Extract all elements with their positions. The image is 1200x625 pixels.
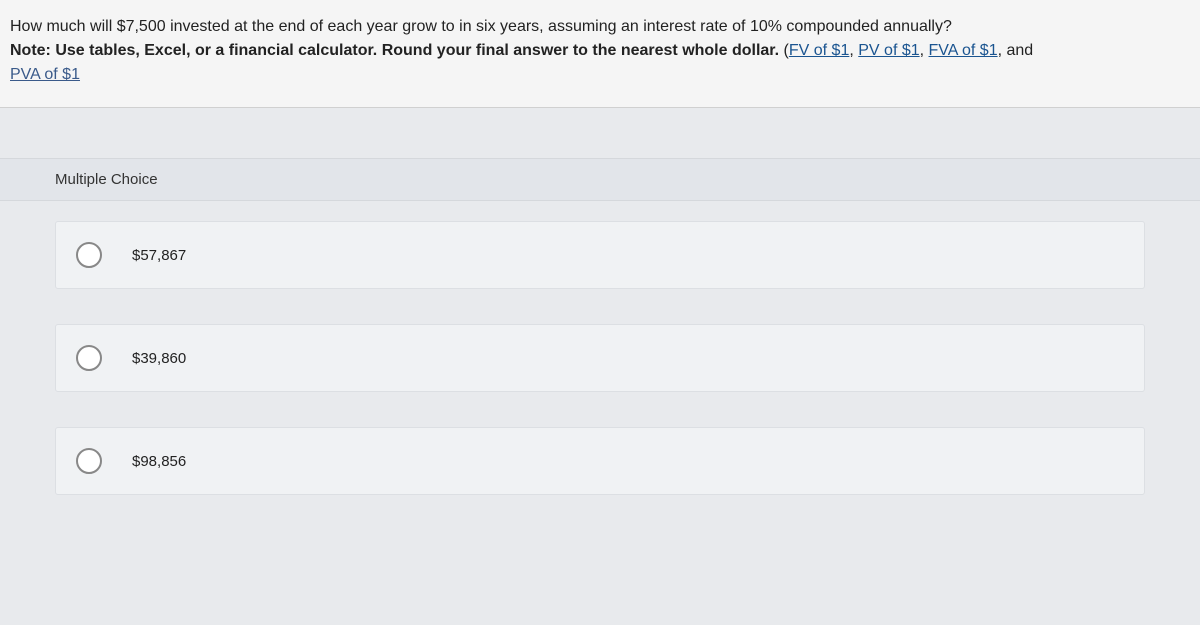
choice-option[interactable]: $57,867 [55, 221, 1145, 289]
link-pv[interactable]: PV of $1 [858, 42, 919, 59]
sep1: , [849, 42, 858, 59]
choices-container: $57,867 $39,860 $98,856 [0, 201, 1200, 495]
radio-icon[interactable] [76, 345, 102, 371]
and-word: and [1006, 42, 1033, 59]
link-fv[interactable]: FV of $1 [789, 42, 849, 59]
mc-header: Multiple Choice [0, 158, 1200, 201]
question-main: How much will $7,500 invested at the end… [10, 18, 952, 35]
question-text-block: How much will $7,500 invested at the end… [10, 15, 1190, 87]
choice-option[interactable]: $39,860 [55, 324, 1145, 392]
choice-option[interactable]: $98,856 [55, 427, 1145, 495]
multiple-choice-section: Multiple Choice $57,867 $39,860 $98,856 [0, 158, 1200, 495]
choice-label: $39,860 [132, 350, 186, 367]
link-pva[interactable]: PVA of $1 [10, 63, 80, 87]
choice-label: $98,856 [132, 453, 186, 470]
radio-icon[interactable] [76, 448, 102, 474]
link-fva[interactable]: FVA of $1 [929, 42, 998, 59]
question-note: Note: Use tables, Excel, or a financial … [10, 42, 779, 59]
question-area: How much will $7,500 invested at the end… [0, 0, 1200, 108]
choice-label: $57,867 [132, 247, 186, 264]
sep2: , [920, 42, 929, 59]
radio-icon[interactable] [76, 242, 102, 268]
